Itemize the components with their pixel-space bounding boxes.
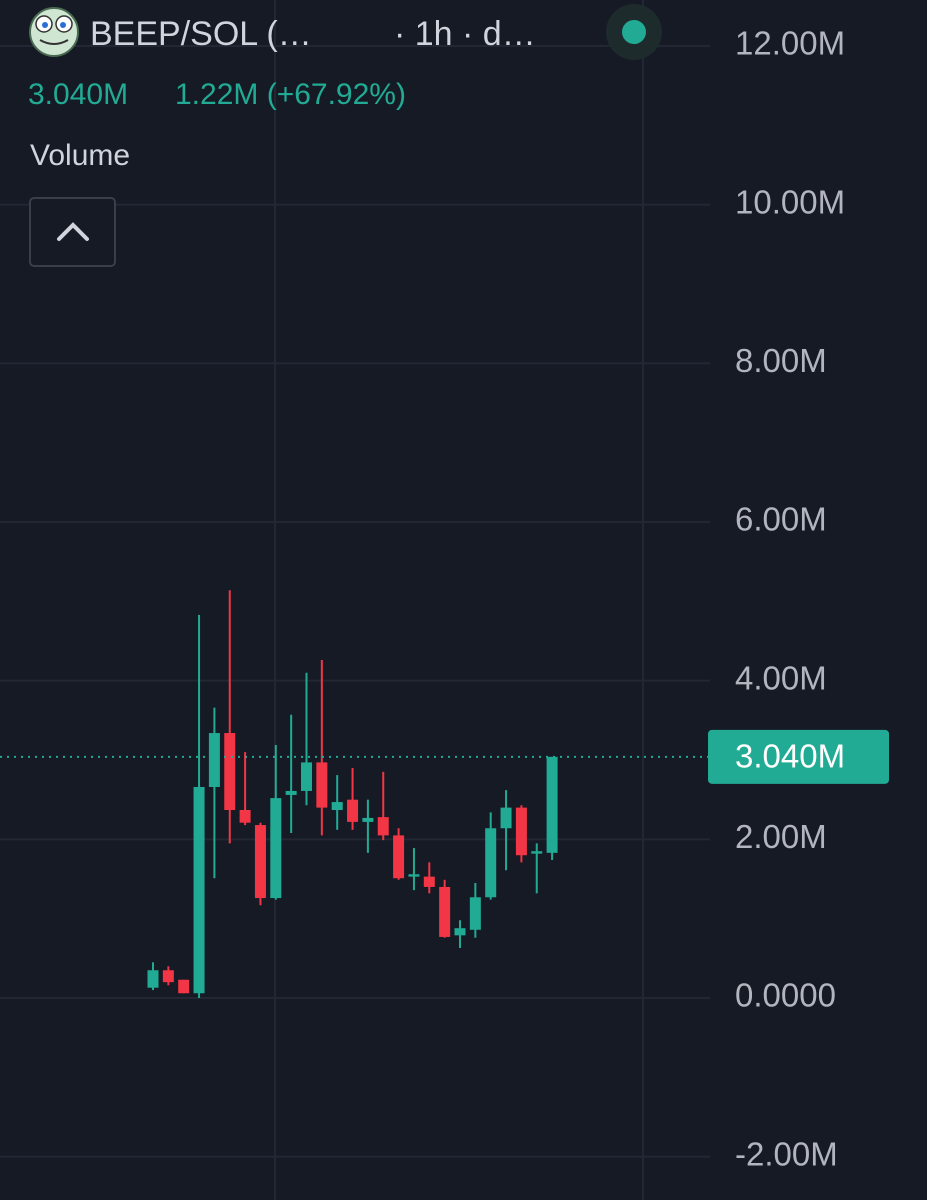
indicator-label: Volume	[30, 139, 130, 172]
candle-body	[469, 897, 481, 930]
candle-body	[423, 876, 435, 887]
symbol: BEEP/SOL (…	[90, 15, 312, 53]
candle-body	[531, 851, 543, 854]
candle-body	[239, 809, 251, 823]
candle-body	[408, 874, 420, 877]
candle-body	[454, 928, 466, 936]
y-tick-label: 4.00M	[735, 659, 827, 696]
candle-body	[500, 807, 512, 829]
vertical-grid	[274, 0, 644, 1200]
candle-body	[377, 817, 389, 836]
candle-body	[485, 828, 497, 898]
y-tick-label: 10.00M	[735, 183, 845, 220]
candle-body	[270, 798, 282, 899]
candle-body	[224, 733, 236, 810]
y-tick-label: 0.0000	[735, 977, 836, 1014]
symbol-icon	[29, 7, 79, 57]
y-tick-label: 6.00M	[735, 501, 827, 538]
candle-body	[285, 790, 297, 795]
candle-body	[439, 886, 451, 937]
candle-body	[301, 762, 312, 791]
candle-body	[316, 762, 328, 808]
y-tick-label: -2.00M	[735, 1135, 838, 1172]
candle-body	[254, 825, 266, 899]
current-price-label: 3.040M	[735, 738, 845, 775]
candle-body	[546, 756, 558, 853]
candle-body	[208, 733, 220, 787]
y-tick-label: 12.00M	[735, 25, 845, 62]
change-value: 1.22M (+67.92%)	[175, 78, 406, 111]
candle-body	[331, 802, 343, 810]
y-tick-label: 2.00M	[735, 818, 827, 855]
status-dot	[622, 20, 646, 44]
candle-body	[178, 979, 190, 994]
candle-body	[162, 970, 174, 983]
candle-body	[347, 799, 359, 822]
candle-body	[362, 817, 374, 822]
interval: · 1h · d…	[394, 15, 536, 53]
candle-body	[147, 970, 159, 988]
last-value: 3.040M	[28, 78, 128, 111]
plot	[0, 45, 710, 1158]
candle-body	[515, 807, 527, 856]
candle-body	[393, 835, 405, 879]
candle-body	[193, 786, 205, 994]
y-tick-label: 8.00M	[735, 342, 827, 379]
current-price-tag	[708, 729, 889, 784]
collapse-button[interactable]	[29, 197, 116, 267]
